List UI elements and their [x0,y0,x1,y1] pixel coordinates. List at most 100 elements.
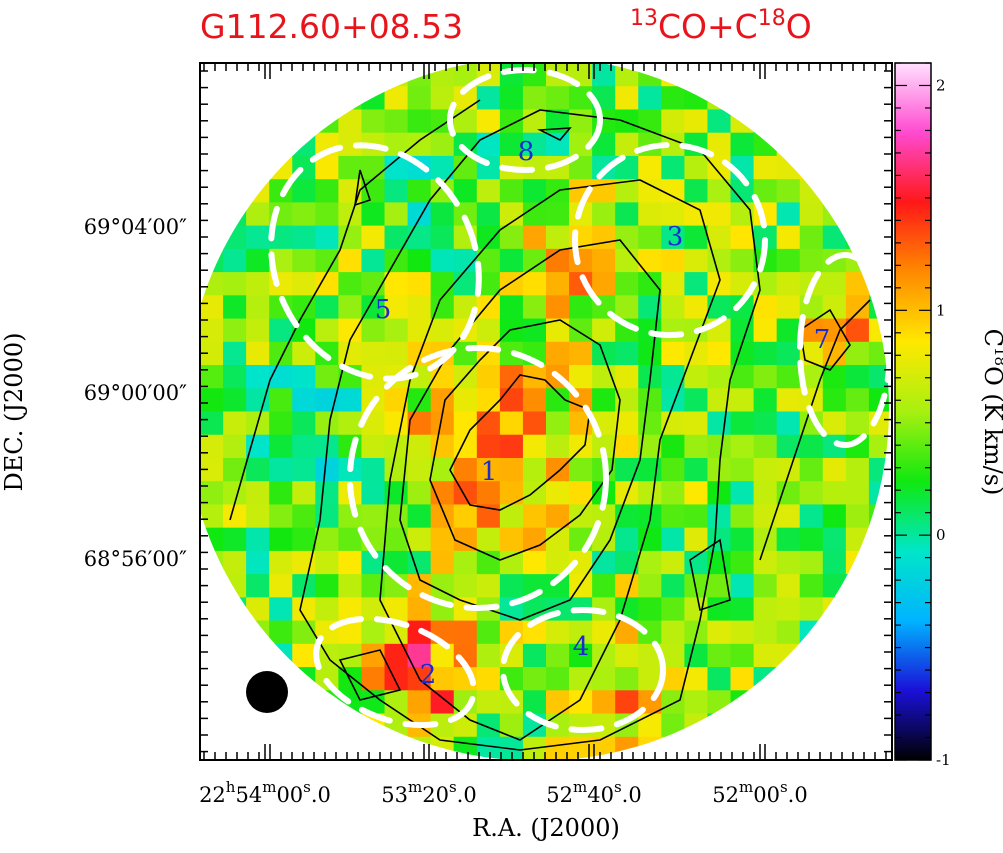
heatmap-cell [246,365,270,389]
heatmap-cell [661,248,685,273]
heatmap-cell [499,86,524,111]
heatmap-cell [845,736,870,760]
heatmap-cell [546,481,570,506]
heatmap-cell [845,550,870,575]
heatmap-cell [361,457,386,482]
heatmap-cell [292,597,316,622]
heatmap-cell [592,63,616,87]
heatmap-cell [684,527,709,552]
heatmap-cell [223,527,247,552]
heatmap-cell [638,63,662,87]
heatmap-cell [753,667,778,691]
heatmap-cell [776,318,801,343]
heatmap-cell [384,109,409,134]
heatmap-cell [407,527,432,552]
heatmap-cell [292,388,316,413]
heatmap-cell [546,341,570,366]
heatmap-cell [592,434,616,459]
heatmap-cell [569,132,593,157]
heatmap-cell [776,388,801,413]
colorbar-tick-label: 2 [936,76,946,94]
tracer-mol2: O [786,7,812,46]
clump-ellipse [797,252,892,448]
heatmap-cell [868,179,889,203]
heatmap-cell [615,434,639,459]
heatmap-cell [246,434,270,459]
heatmap-cell [338,248,363,273]
clump-ellipse [313,615,477,729]
heatmap-cell [615,574,639,598]
heatmap-cell [684,504,709,529]
heatmap-cell [246,713,270,738]
heatmap-cell [269,713,293,738]
heatmap-cell [753,132,778,157]
heatmap-cell [569,504,593,529]
heatmap-cell [430,527,455,552]
heatmap-cell [638,574,662,598]
heatmap-cell [453,713,478,738]
heatmap-cell [223,550,247,575]
heatmap-cell [315,527,339,552]
heatmap-cell [246,155,270,180]
heatmap-cell [476,202,501,227]
heatmap-cell [615,527,639,552]
heatmap-cell [384,504,409,529]
heatmap-cell [476,411,501,436]
heatmap-cell [292,667,316,691]
heatmap-cell [638,434,662,459]
heatmap-cell [246,643,270,668]
heatmap-cell [730,388,755,413]
heatmap-cell [522,248,547,273]
heatmap-cell [684,388,709,413]
heatmap-cell [546,574,570,598]
heatmap-cell [661,202,685,227]
heatmap-cell [753,434,778,459]
heatmap-cell [246,481,270,506]
heatmap-cell [707,736,732,760]
heatmap-cell [569,667,593,691]
heatmap-cell [246,63,270,87]
y-tick-labels: 69°04′00″ 69°00′00″ 68°56′00″ [84,215,187,571]
heatmap-cell [753,481,778,506]
heatmap-cell [661,481,685,506]
heatmap-cell [292,365,316,389]
heatmap-cell [246,457,270,482]
heatmap-cell [546,434,570,459]
heatmap-cell [361,109,386,134]
heatmap-cell [615,667,639,691]
heatmap-cell [430,86,455,111]
heatmap-cell [292,504,316,529]
heatmap-cell [661,690,685,715]
heatmap-cell [822,295,847,320]
heatmap-cell [661,713,685,738]
heatmap-cell [776,132,801,157]
heatmap-cell [707,597,732,622]
heatmap-cell [707,713,732,738]
heatmap-cell [845,620,870,645]
heatmap-cell [384,86,409,111]
heatmap-cell [730,457,755,482]
heatmap-cell [246,527,270,552]
heatmap-cell [569,365,593,389]
heatmap-cell [868,434,889,459]
heatmap-cell [707,620,732,645]
colorbar-title-suffix: O (K km/s) [979,366,1003,495]
heatmap-cell [730,225,755,250]
heatmap-cell [407,248,432,273]
heatmap-cell [569,434,593,459]
heatmap-cell [430,365,455,389]
heatmap-cell [661,155,685,180]
heatmap-cell [684,225,709,250]
heatmap-cell [338,620,363,645]
clump-label-4: 4 [573,632,590,662]
heatmap-cell [338,643,363,668]
heatmap-cell [407,388,432,413]
heatmap-cell [684,248,709,273]
heatmap-cell [569,550,593,575]
heatmap-cell [730,574,755,598]
heatmap-cell [292,202,316,227]
heatmap-cell [384,690,409,715]
heatmap-cell [476,574,501,598]
heatmap-cell [845,667,870,691]
heatmap-cell [776,248,801,273]
